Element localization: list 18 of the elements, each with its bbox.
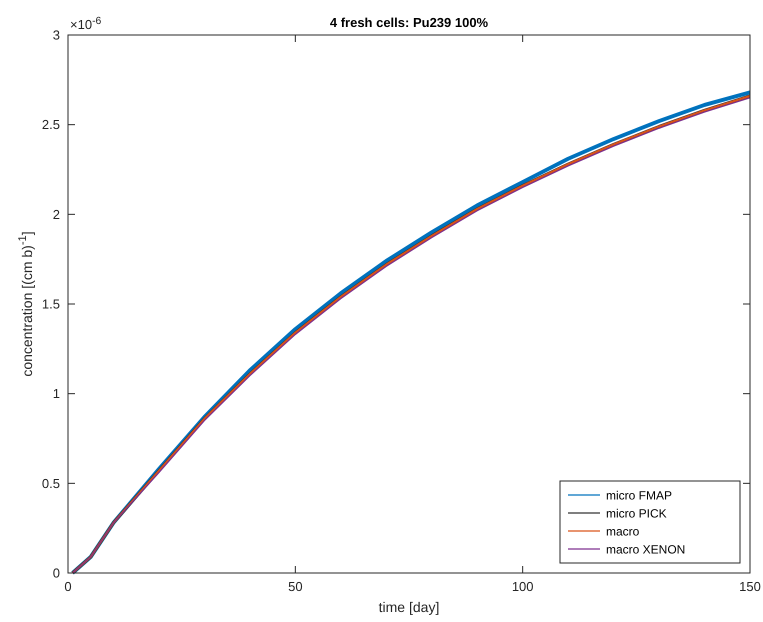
y-tick-label: 2 [52, 206, 60, 222]
legend-label: macro [606, 524, 640, 538]
text: ×10$^{-6}$ [70, 16, 102, 32]
x-axis-title: time [day] [378, 599, 440, 615]
y-tick-label: 2.5 [42, 117, 60, 132]
x-tick-label: 150 [739, 579, 761, 594]
x-tick-label: 50 [288, 579, 303, 594]
y-tick-label: 1.5 [42, 296, 60, 312]
y-tick-label: 0 [52, 566, 60, 580]
y-tick-label: 1 [52, 386, 60, 402]
legend-label: micro FMAP [606, 488, 672, 502]
chart-title: 4 fresh cells: Pu239 100% [330, 15, 489, 30]
legend-label: macro XENON [606, 542, 686, 556]
legend-label: micro PICK [606, 506, 667, 520]
x-tick-label: 100 [512, 579, 534, 594]
y-tick-label: 3 [52, 28, 60, 42]
y-tick-label: 0.5 [42, 476, 60, 491]
x-tick-label: 0 [64, 579, 72, 594]
